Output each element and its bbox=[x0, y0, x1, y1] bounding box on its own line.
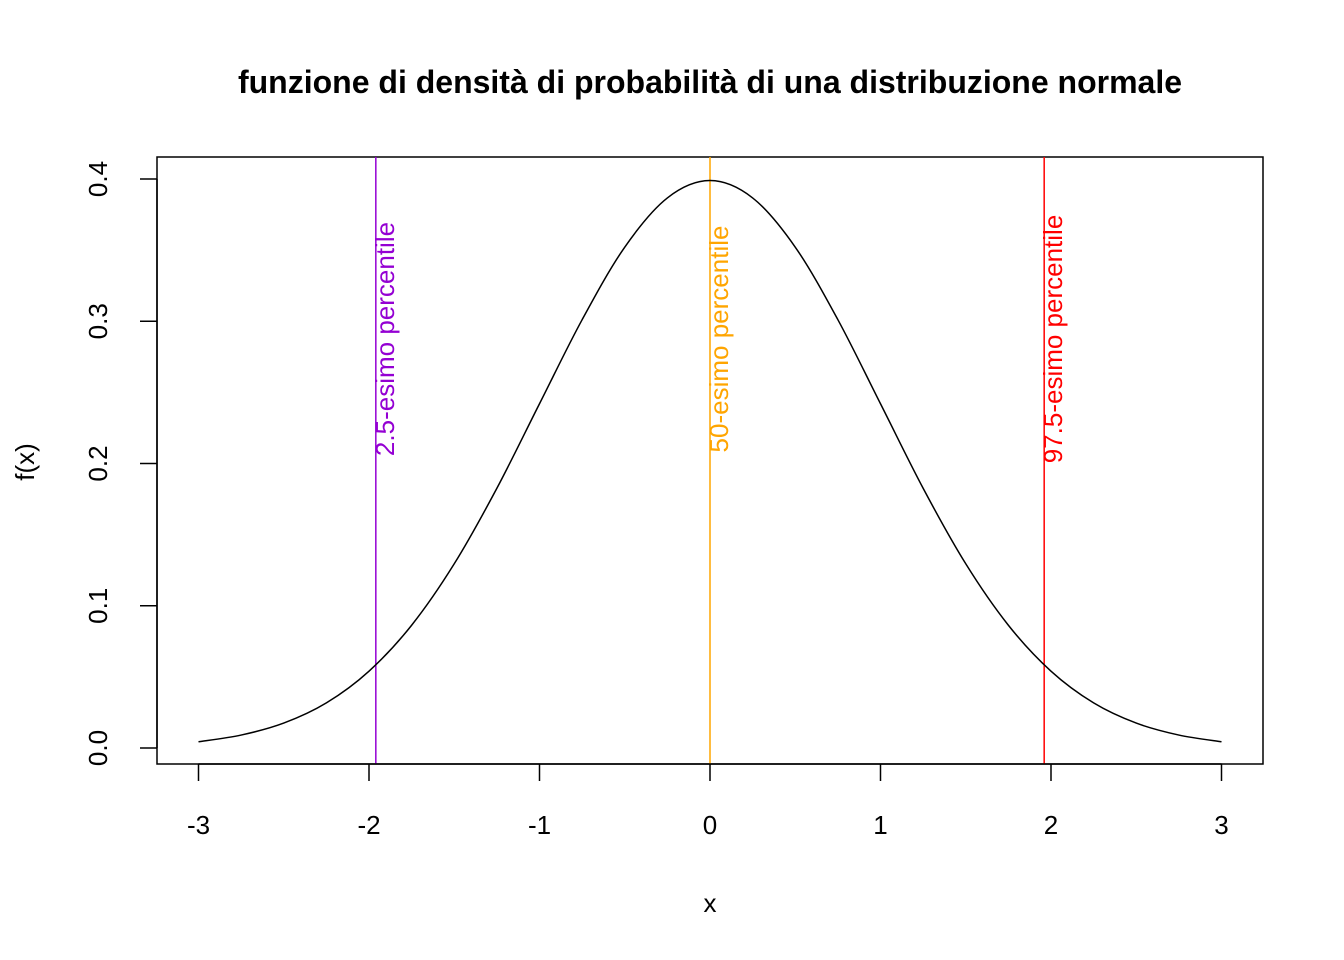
density-curve bbox=[198, 179, 1222, 743]
x-tick-label: 2 bbox=[1044, 810, 1058, 840]
percentile-lines bbox=[375, 157, 1045, 764]
x-tick-label: 0 bbox=[703, 810, 717, 840]
x-tick-label: 3 bbox=[1214, 810, 1228, 840]
y-tick-label: 0.4 bbox=[83, 161, 113, 197]
percentile-label: 2.5-esimo percentile bbox=[370, 222, 400, 456]
x-axis-label: x bbox=[704, 888, 717, 918]
y-tick-label: 0.1 bbox=[83, 588, 113, 624]
x-tick-label: 1 bbox=[873, 810, 887, 840]
percentile-labels: 2.5-esimo percentile 50-esimo percentile 9… bbox=[370, 215, 1068, 464]
y-tick-label: 0.2 bbox=[83, 445, 113, 481]
x-tick-label: -1 bbox=[528, 810, 551, 840]
x-tick-label: -2 bbox=[357, 810, 380, 840]
y-tick-label: 0.3 bbox=[83, 303, 113, 339]
x-axis: -3 -2 -1 0 1 2 3 bbox=[187, 763, 1229, 840]
chart-title: funzione di densità di probabilità di un… bbox=[238, 64, 1182, 100]
y-axis: 0.0 0.1 0.2 0.3 0.4 bbox=[83, 161, 158, 766]
y-axis-label: f(x) bbox=[10, 443, 40, 481]
x-tick-label: -3 bbox=[187, 810, 210, 840]
y-tick-label: 0.0 bbox=[83, 730, 113, 766]
percentile-label: 97.5-esimo percentile bbox=[1038, 215, 1068, 464]
percentile-label: 50-esimo percentile bbox=[704, 226, 734, 453]
